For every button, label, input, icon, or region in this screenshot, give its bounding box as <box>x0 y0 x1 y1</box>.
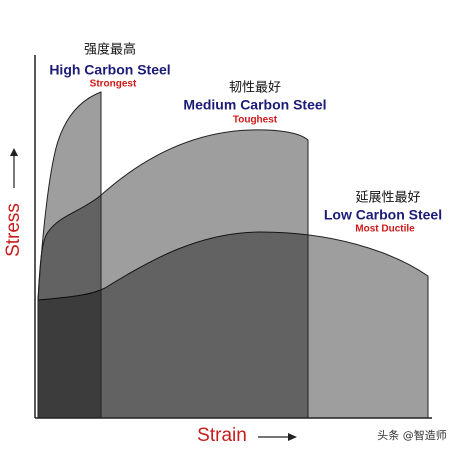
label: 强度最高 <box>84 42 136 58</box>
x-axis-label: Strain <box>197 425 247 446</box>
label: Strongest <box>90 79 137 90</box>
label: Low Carbon Steel <box>324 207 442 223</box>
watermark: 头条 @智造师 <box>377 428 447 442</box>
arrowhead <box>288 433 297 441</box>
label: Toughest <box>233 115 278 126</box>
label: Most Ductile <box>355 224 415 235</box>
label: High Carbon Steel <box>49 62 170 78</box>
label: Medium Carbon Steel <box>183 97 326 113</box>
high-carbon-region <box>37 91 102 419</box>
medium-carbon-region <box>37 129 309 419</box>
label: 韧性最好 <box>229 81 281 96</box>
label: 延展性最好 <box>355 191 420 206</box>
arrowhead <box>10 148 18 156</box>
y-axis-label: Stress <box>3 203 24 257</box>
low-carbon-region <box>37 231 429 419</box>
